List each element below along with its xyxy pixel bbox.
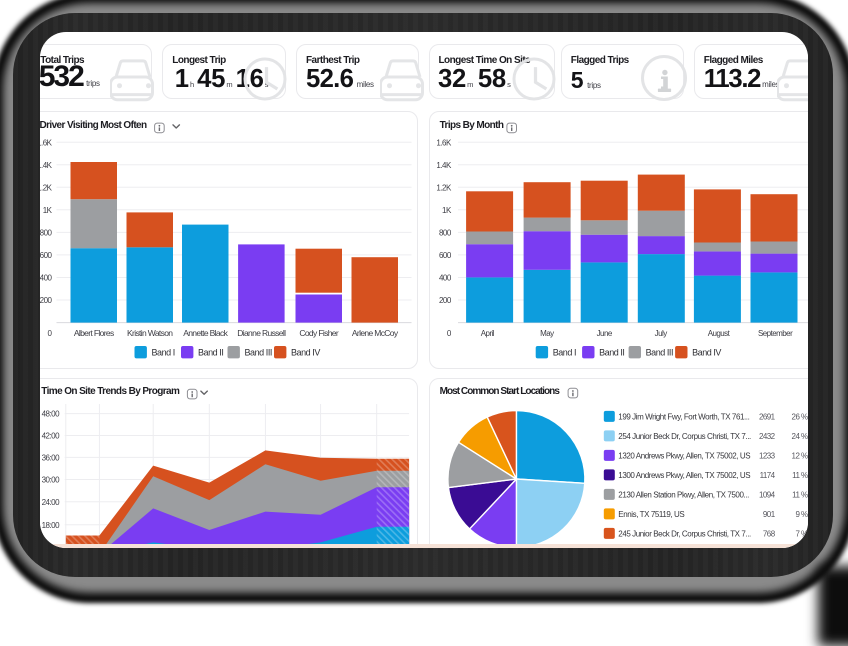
svg-text:2130 Allen Station Pkwy, Allen: 2130 Allen Station Pkwy, Allen, TX 7500.… [618, 490, 749, 499]
svg-text:600: 600 [40, 251, 52, 260]
svg-text:1300 Andrews Pkwy, Allen, TX 7: 1300 Andrews Pkwy, Allen, TX 75002, US [618, 470, 750, 479]
svg-text:Band I: Band I [553, 347, 576, 357]
svg-text:11 %: 11 % [792, 470, 808, 479]
svg-text:1174: 1174 [759, 470, 775, 479]
svg-text:Band IV: Band IV [692, 347, 721, 357]
svg-text:Kristin Watson: Kristin Watson [127, 328, 173, 338]
svg-text:9 %: 9 % [795, 509, 808, 518]
svg-text:400: 400 [40, 273, 52, 282]
svg-text:Annette Black: Annette Black [183, 328, 228, 338]
svg-text:Band II: Band II [599, 347, 624, 357]
svg-text:July: July [655, 329, 668, 338]
svg-text:901: 901 [763, 509, 776, 518]
svg-text:1.6K: 1.6K [436, 138, 452, 147]
svg-text:1K: 1K [42, 205, 52, 214]
svg-text:1K: 1K [442, 205, 452, 214]
svg-text:12 %: 12 % [791, 451, 807, 460]
svg-text:26 %: 26 % [791, 412, 807, 421]
svg-text:18:00: 18:00 [41, 520, 60, 529]
svg-text:Ennis, TX 75119, US: Ennis, TX 75119, US [618, 509, 684, 518]
svg-text:11 %: 11 % [792, 490, 808, 499]
svg-text:Albert Flores: Albert Flores [73, 328, 113, 338]
svg-text:September: September [758, 329, 793, 338]
svg-text:1.2K: 1.2K [436, 183, 452, 192]
svg-text:24:00: 24:00 [41, 497, 60, 506]
svg-text:768: 768 [763, 529, 776, 538]
svg-text:800: 800 [439, 228, 452, 237]
svg-text:200: 200 [40, 296, 52, 305]
svg-text:7 %: 7 % [795, 529, 808, 538]
svg-text:1.4K: 1.4K [40, 160, 52, 169]
svg-text:36:00: 36:00 [41, 453, 60, 462]
svg-text:April: April [481, 329, 495, 338]
svg-text:2432: 2432 [759, 431, 776, 440]
svg-text:August: August [708, 329, 731, 338]
svg-text:1.2K: 1.2K [40, 183, 52, 192]
svg-text:600: 600 [439, 251, 452, 260]
svg-text:2691: 2691 [759, 412, 776, 421]
svg-text:Band III: Band III [645, 347, 672, 357]
svg-text:Band III: Band III [244, 347, 271, 357]
svg-text:Band II: Band II [198, 347, 223, 357]
svg-text:48:00: 48:00 [41, 409, 60, 418]
svg-text:199 Jim Wright Fwy, Fort Worth: 199 Jim Wright Fwy, Fort Worth, TX 761..… [618, 412, 749, 421]
svg-text:Band IV: Band IV [291, 347, 320, 357]
svg-text:254 Junior Beck Dr, Corpus Chr: 254 Junior Beck Dr, Corpus Christi, TX 7… [618, 431, 751, 440]
svg-text:800: 800 [40, 228, 52, 237]
svg-text:Band I: Band I [151, 347, 174, 357]
svg-text:200: 200 [439, 296, 452, 305]
svg-text:1094: 1094 [759, 490, 776, 499]
svg-text:1.4K: 1.4K [436, 160, 452, 169]
svg-text:30:00: 30:00 [41, 475, 60, 484]
svg-text:Arlene McCoy: Arlene McCoy [351, 328, 398, 338]
svg-text:42:00: 42:00 [41, 431, 60, 440]
svg-text:0: 0 [447, 329, 452, 338]
svg-text:24 %: 24 % [791, 431, 807, 440]
svg-text:1.6K: 1.6K [40, 138, 52, 147]
svg-text:May: May [540, 329, 554, 338]
svg-text:400: 400 [439, 273, 452, 282]
svg-text:245 Junior Beck Dr, Corpus Chr: 245 Junior Beck Dr, Corpus Christi, TX 7… [618, 529, 751, 538]
svg-text:1320 Andrews Pkwy, Allen, TX 7: 1320 Andrews Pkwy, Allen, TX 75002, US [618, 451, 750, 460]
svg-text:Dianne Russell: Dianne Russell [237, 328, 286, 338]
svg-text:June: June [597, 329, 613, 338]
svg-text:1233: 1233 [759, 451, 776, 460]
svg-text:0: 0 [47, 329, 52, 338]
svg-text:Cody Fisher: Cody Fisher [299, 328, 338, 338]
